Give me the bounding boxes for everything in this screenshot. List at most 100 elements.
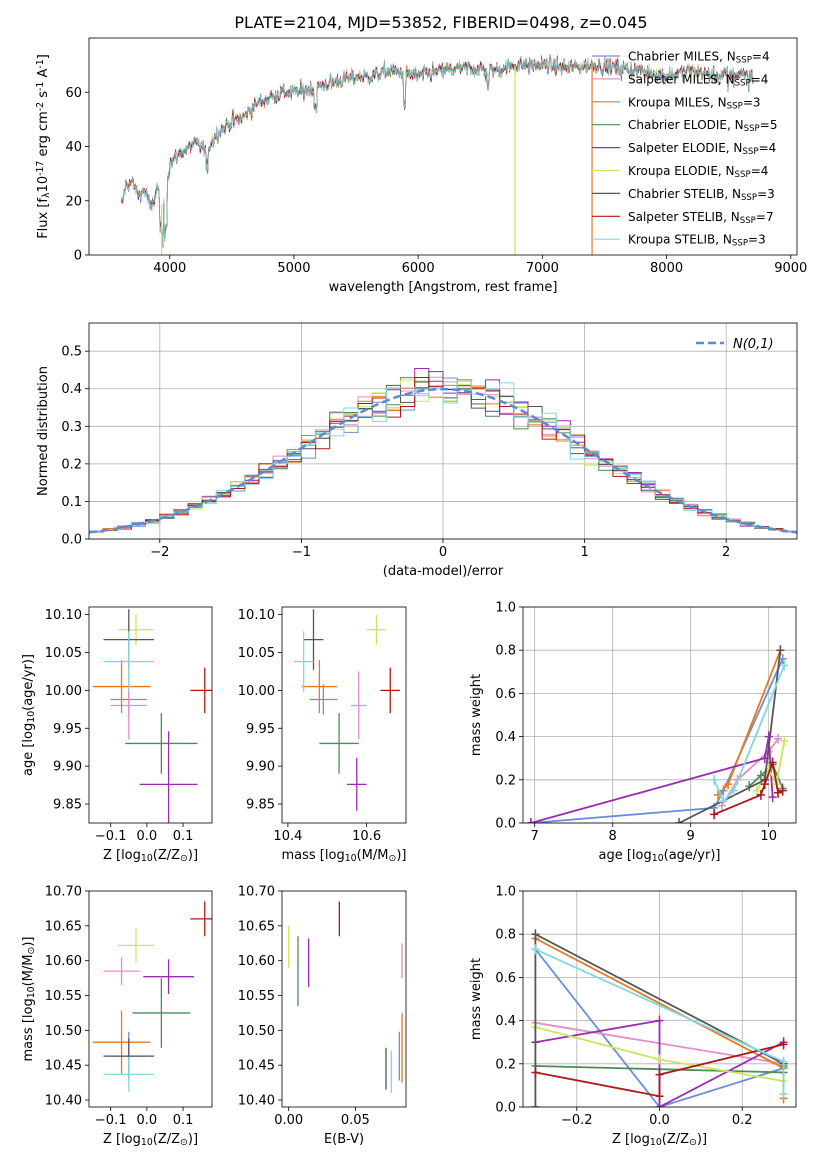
weight-vs-age-panel-data	[526, 645, 789, 823]
y-tick-label: 10.05	[238, 646, 275, 661]
y-tick-label: 9.90	[246, 760, 275, 775]
weight-marker-salpeter_miles	[774, 733, 783, 744]
x-tick-label: −2	[150, 545, 169, 560]
y-axis-label: Flux [fλ​10-17​ erg cm-2​ s-1​ A-1​]	[35, 54, 52, 239]
weight-marker-salpeter_stelib	[655, 1091, 664, 1102]
x-tick-label: 7	[531, 829, 539, 844]
weight-marker-kroupa_stelib	[729, 785, 738, 796]
y-tick-label: 0.4	[61, 382, 82, 397]
x-tick-label: −1	[292, 545, 311, 560]
weight-marker-kroupa_stelib	[531, 944, 540, 955]
histogram-kroupa_stelib	[89, 380, 797, 535]
x-axis-label: (data-model)/error	[383, 564, 504, 579]
weight-marker-salpeter_stelib	[778, 785, 787, 796]
x-tick-label: −0.1	[95, 829, 127, 844]
weight-marker-chabrier_stelib	[531, 929, 540, 940]
y-tick-label: 0.8	[495, 928, 516, 943]
y-tick-label: 10.45	[238, 1059, 275, 1074]
spectrum-legend: Chabrier MILES, NSSP​=4 Salpeter MILES, N…	[592, 50, 777, 249]
residual-panel-frame	[88, 322, 798, 540]
x-axis-label: E(B-V)	[324, 1132, 364, 1147]
y-tick-label: 10.45	[45, 1059, 82, 1074]
y-tick-label: 1.0	[495, 885, 516, 900]
y-tick-label: 0.0	[61, 533, 82, 548]
y-tick-label: 0.0	[495, 1101, 516, 1116]
y-axis-label: Normed distribution	[36, 366, 51, 496]
plot-area: 4000 5000 6000 7000 8000 90000204060wavelengt…	[21, 37, 807, 1148]
y-tick-label: 9.90	[53, 760, 82, 775]
y-tick-label: 9.95	[53, 722, 82, 737]
x-axis-label: age [log10​(age/yr)]	[599, 848, 721, 864]
x-tick-label: 1	[580, 545, 588, 560]
y-tick-label: 60	[65, 86, 82, 101]
x-tick-label: 9	[687, 829, 695, 844]
weight-marker-salpeter_stelib	[760, 779, 769, 790]
weight-line-chabrier_miles	[530, 658, 784, 823]
weight-marker-salpeter_elodie	[768, 792, 777, 803]
mass-vs-Z-panel: −0.1 0.0 0.1 10.40 10.45 10.50 10.55 10.60 10.65…	[21, 885, 213, 1148]
y-axis-label: mass [log10​(M/M⊙​)]	[21, 937, 37, 1062]
x-tick-label: 6000	[402, 261, 435, 276]
legend-label-normal: N(0,1)	[733, 337, 774, 352]
y-tick-label: 10.10	[45, 608, 82, 623]
weight-vs-age-panel: 7 8 9 10 0.0 0.2 0.4 0.6 0.8 1.0 age [log10​(age/y…	[469, 601, 797, 864]
weight-marker-chabrier_stelib	[776, 645, 785, 656]
y-tick-label: 0.4	[495, 1014, 516, 1029]
x-tick-label: 0.0	[649, 1113, 670, 1128]
weight-marker-salpeter_elodie	[655, 1102, 664, 1107]
weight-marker-salpeter_elodie	[526, 818, 535, 823]
weight-marker-kroupa_elodie	[780, 735, 789, 746]
spectrum-line-kroupa_stelib	[121, 53, 754, 246]
weight-line-kroupa_stelib	[713, 664, 786, 804]
y-tick-label: 10.55	[238, 989, 275, 1004]
mass-vs-Z-panel-data	[92, 901, 212, 1092]
weight-marker-kroupa_miles	[724, 779, 733, 790]
mass-vs-Z-panel-frame	[88, 890, 213, 1108]
x-axis-label: Z [log10​(Z/Z⊙​)]	[103, 848, 198, 864]
y-tick-label: 10.50	[238, 1024, 275, 1039]
x-tick-label: 8	[609, 829, 617, 844]
y-axis-label: mass weight	[469, 674, 484, 756]
y-tick-label: 0.0	[495, 817, 516, 832]
age-vs-Z-panel: −0.1 0.0 0.1 9.85 9.90 9.95 10.00 10.05 10.10 Z […	[21, 606, 213, 864]
legend-label-kroupa_stelib: Kroupa STELIB, NSSP​=3	[628, 233, 766, 249]
y-tick-label: 10.60	[238, 954, 275, 969]
y-tick-label: 9.95	[246, 722, 275, 737]
y-tick-label: 10.05	[45, 646, 82, 661]
x-tick-label: 7000	[526, 261, 559, 276]
x-tick-label: 0.05	[341, 1113, 370, 1128]
spectrum-panel: 4000 5000 6000 7000 8000 9000 0 20 40 60 wavelengt…	[35, 37, 807, 295]
y-tick-label: 0	[74, 249, 82, 264]
weight-marker-salpeter_stelib	[710, 809, 719, 820]
x-tick-label: 5000	[277, 261, 310, 276]
mass-vs-ebv-panel-data	[288, 901, 403, 1094]
x-axis-label: Z [log10​(Z/Z⊙​)]	[612, 1132, 707, 1148]
residual-legend: N(0,1)	[696, 337, 774, 352]
weight-marker-salpeter_stelib	[655, 1069, 664, 1080]
weight-line-salpeter_miles	[721, 738, 779, 807]
weight-marker-kroupa_elodie	[753, 785, 761, 796]
weight-marker-kroupa_stelib	[779, 1056, 788, 1067]
y-tick-label: 10.65	[238, 919, 275, 934]
y-tick-label: 10.40	[45, 1094, 82, 1109]
y-tick-label: 1.0	[495, 601, 516, 616]
weight-marker-salpeter_stelib	[531, 1067, 540, 1078]
x-tick-label: 10.6	[352, 829, 381, 844]
age-vs-Z-panel-frame	[88, 606, 213, 824]
y-tick-label: 10.00	[238, 684, 275, 699]
weight-marker-salpeter_stelib	[768, 757, 777, 768]
y-tick-label: 10.65	[45, 919, 82, 934]
y-tick-label: 10.50	[45, 1024, 82, 1039]
x-axis-label: wavelength [Angstrom, rest frame]	[329, 280, 558, 295]
y-tick-label: 10.70	[45, 885, 82, 900]
age-vs-Z-panel-data	[92, 609, 212, 823]
x-tick-label: −0.2	[561, 1113, 593, 1128]
mass-vs-ebv-panel: 0.00 0.05 10.40 10.45 10.50 10.55 10.60 10.65 10…	[238, 885, 407, 1147]
weight-marker-salpeter_stelib	[756, 789, 765, 800]
x-axis-label: mass [log10​(M/M⊙​)]	[282, 848, 407, 864]
x-tick-label: 0.0	[137, 829, 158, 844]
x-tick-label: 10.4	[273, 829, 302, 844]
y-tick-label: 10.55	[45, 989, 82, 1004]
weight-vs-Z-panel-data	[531, 929, 788, 1107]
weight-marker-kroupa_stelib	[719, 796, 728, 807]
